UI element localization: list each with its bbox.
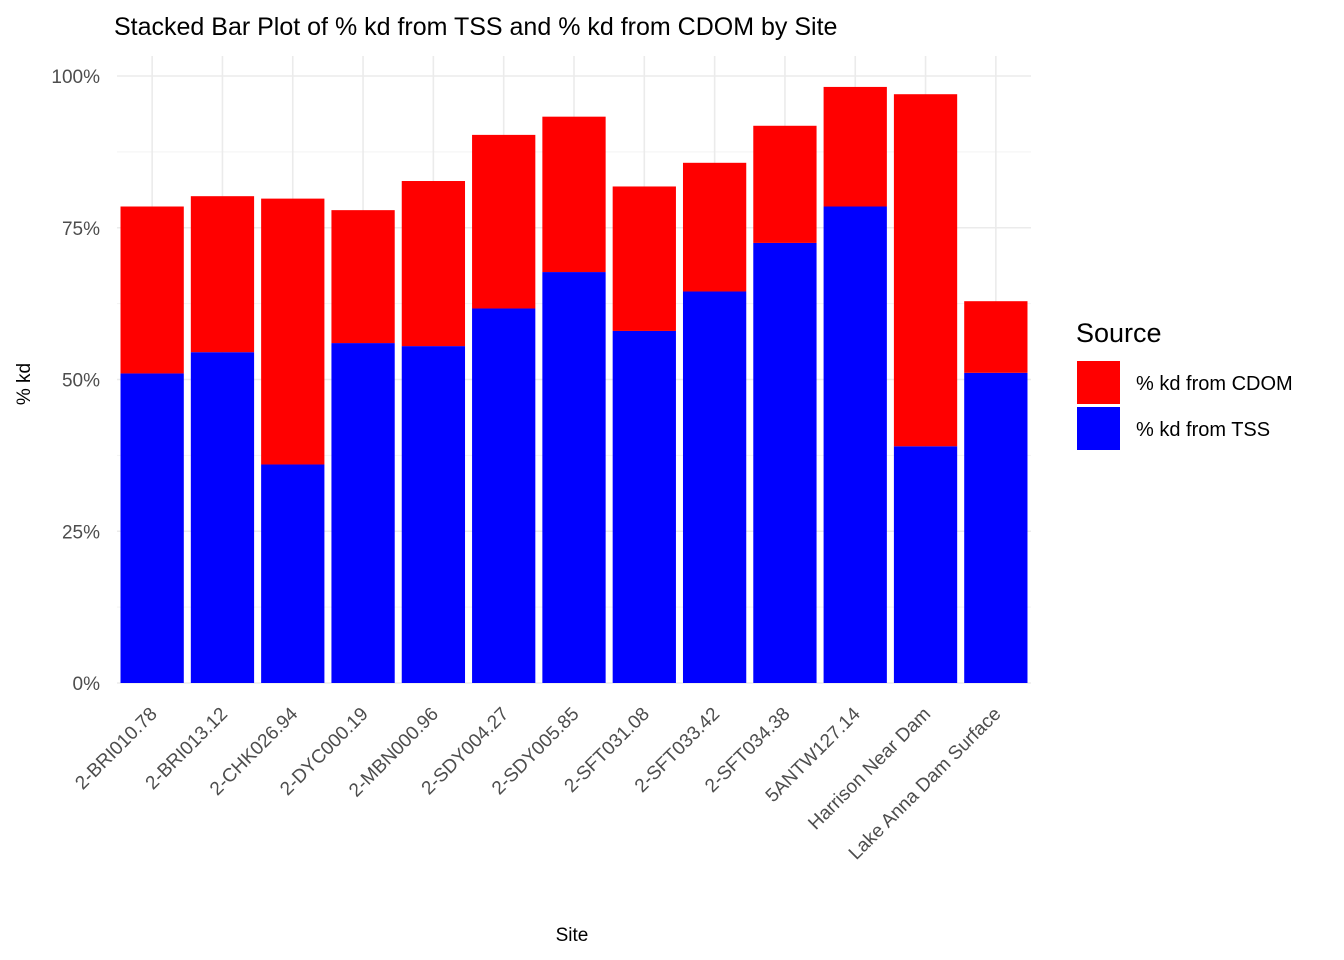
legend-items: % kd from CDOM % kd from TSS — [1077, 361, 1293, 450]
y-tick-label: 50% — [62, 371, 100, 392]
bar-segment — [261, 464, 325, 683]
bar-segment — [753, 242, 817, 684]
bar-segment — [753, 125, 817, 243]
bars — [120, 86, 1028, 684]
bar-segment — [612, 186, 676, 331]
y-tick-label: 0% — [73, 674, 101, 695]
y-tick-label: 100% — [51, 67, 100, 88]
legend-label: % kd from TSS — [1136, 419, 1270, 441]
bar-segment — [542, 272, 606, 683]
bar-segment — [120, 206, 184, 374]
bar-segment — [331, 210, 395, 344]
y-tick-label: 25% — [62, 522, 100, 543]
bar-segment — [542, 116, 606, 273]
bar-segment — [190, 352, 255, 683]
bar-segment — [401, 346, 466, 683]
y-axis-ticks: 0% 25% 50% 75% 100% — [51, 67, 100, 695]
chart-title: Stacked Bar Plot of % kd from TSS and % … — [114, 13, 837, 41]
x-tick-label: Harrison Near Dam — [805, 704, 936, 835]
bar-segment — [682, 291, 747, 683]
bar-segment — [682, 162, 747, 292]
bar-segment — [964, 301, 1028, 373]
x-axis-title: Site — [556, 925, 589, 946]
legend-swatch — [1077, 407, 1120, 450]
bar-segment — [472, 134, 536, 309]
y-axis-title: % kd — [14, 363, 35, 405]
bar-segment — [261, 198, 325, 465]
legend-label: % kd from CDOM — [1136, 373, 1293, 395]
bar-segment — [823, 206, 887, 683]
legend-swatch — [1077, 361, 1120, 404]
bar-segment — [401, 181, 466, 347]
bar-segment — [964, 372, 1028, 683]
bar-segment — [190, 196, 255, 353]
bar-segment — [893, 94, 958, 447]
bar-segment — [331, 343, 395, 683]
bar-segment — [612, 330, 676, 683]
legend: Source % kd from CDOM % kd from TSS — [1076, 318, 1293, 450]
x-axis-ticks: 2-BRI010.782-BRI013.122-CHK026.942-DYC00… — [71, 703, 1005, 864]
bar-segment — [472, 308, 536, 683]
bar-segment — [893, 446, 958, 683]
legend-title: Source — [1076, 318, 1162, 348]
y-tick-label: 75% — [62, 219, 100, 240]
bar-segment — [823, 86, 887, 207]
bar-segment — [120, 373, 184, 683]
